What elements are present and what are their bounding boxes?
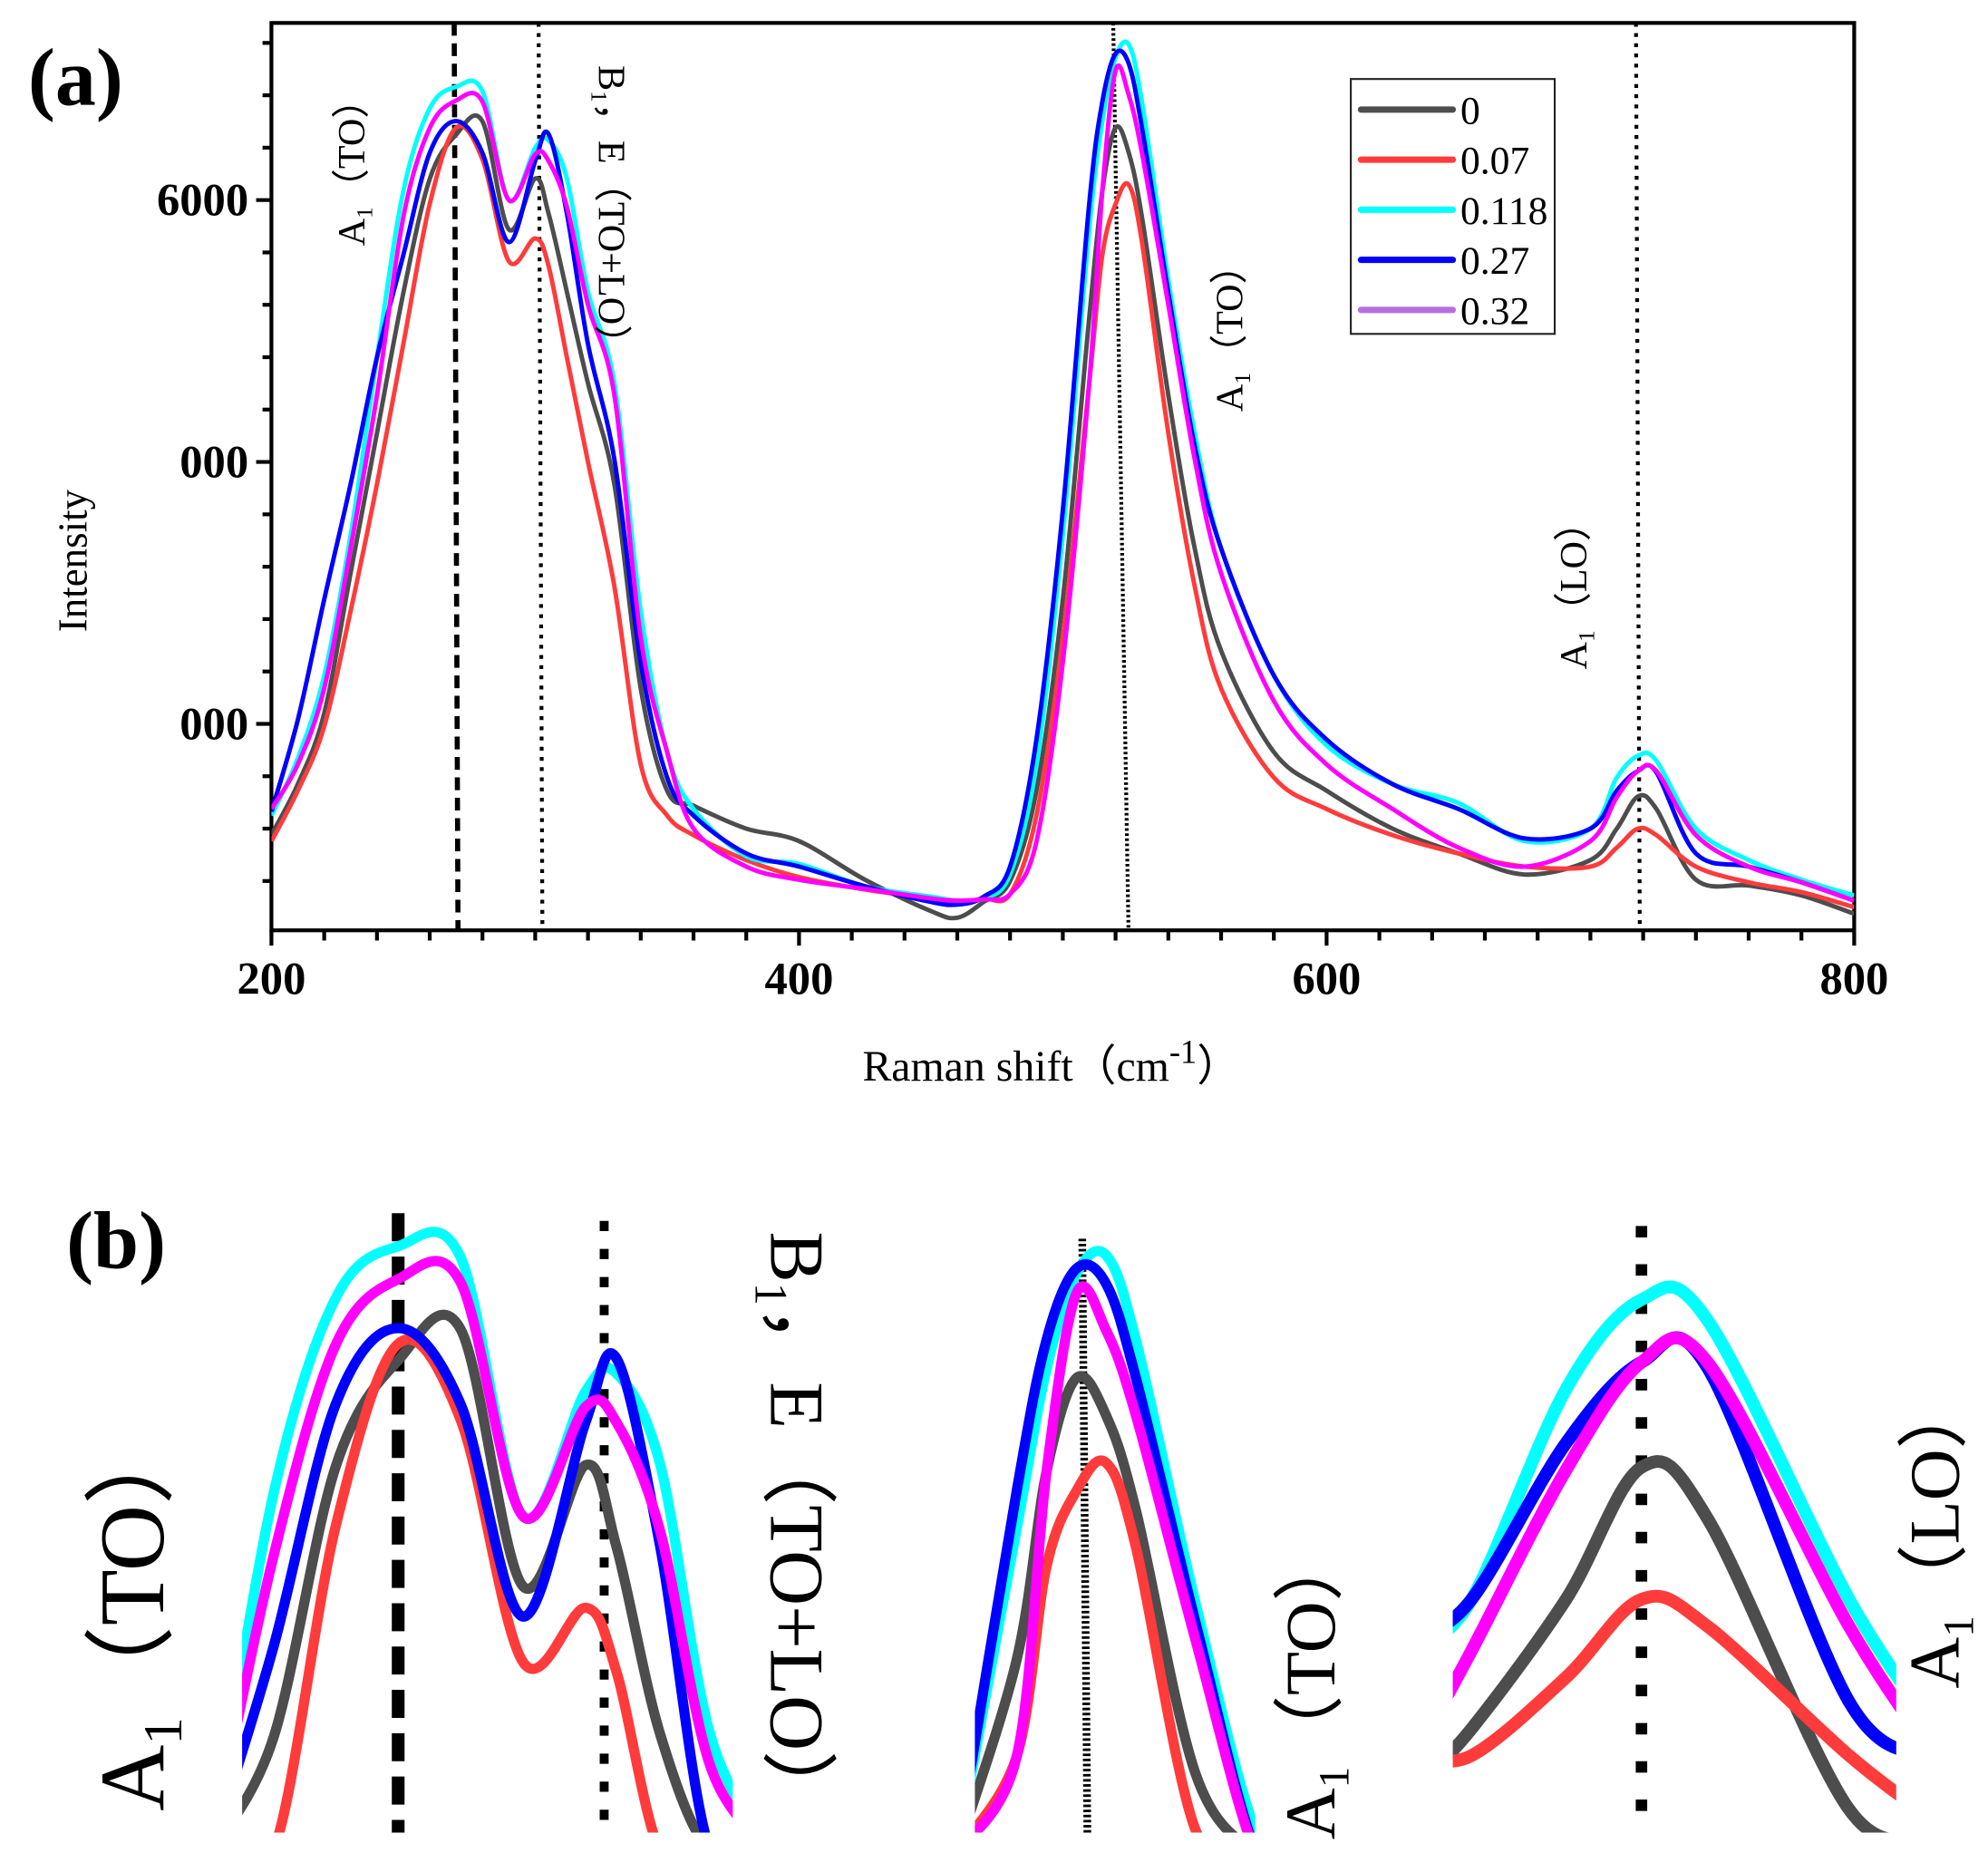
axis-ticks: 200 400 600 800 6000 000 000	[157, 41, 1888, 1004]
y-tick-label: 000	[179, 436, 248, 487]
x-axis-label-text: Raman shift	[862, 1043, 1072, 1091]
annotation-subscript: 1	[352, 207, 377, 218]
legend: 0 0.07 0.118 0.27 0.32	[1350, 78, 1556, 335]
inset-2-annotation-a1-to: A1（TO）	[1272, 1530, 1359, 1839]
legend-box	[1350, 78, 1556, 335]
x-tick-label: 400	[764, 954, 833, 1004]
inset-1-series-0.32	[242, 1256, 733, 1819]
annotation-subscript: 1	[1230, 373, 1256, 384]
annotation-subscript: 1	[1575, 630, 1600, 642]
legend-label: 0.27	[1460, 239, 1529, 283]
reference-lines	[451, 23, 1642, 931]
inset-2-series-0.27	[975, 1259, 1255, 1833]
inset-3-series	[1452, 1280, 1896, 1833]
annotation-subscript: 1	[586, 91, 611, 102]
inset-3-series-0.118	[1452, 1280, 1896, 1687]
x-axis-label: Raman shift（cm-1）	[862, 1033, 1240, 1091]
reference-line-302	[537, 23, 545, 931]
x-axis-unit-open: （cm	[1073, 1043, 1169, 1091]
inset-3-series-0	[1452, 1455, 1890, 1833]
annotation-main: A	[1209, 383, 1252, 412]
legend-label: 0.07	[1460, 140, 1529, 183]
reference-line-270	[451, 23, 461, 931]
x-tick-label: 800	[1819, 954, 1888, 1004]
annotation-rest: （TO）	[331, 81, 373, 208]
annotation-a1-to: A1（TO）	[331, 81, 377, 247]
series-line-0.32	[271, 63, 1855, 903]
panel-b-label: (b)	[66, 1197, 166, 1286]
annotation-subscript: 1	[746, 1283, 797, 1305]
legend-label: 0.32	[1460, 289, 1529, 333]
panel-b-insets: A1（TO）B1，E（TO+LO） A1（TO） A1（LO）	[82, 1213, 1983, 1839]
y-tick-label: 6000	[157, 175, 248, 226]
inset-1-series-0.27	[242, 1323, 711, 1833]
annotation-a1-to-2: A1（TO）	[1209, 246, 1256, 412]
legend-item-0.32: 0.32	[1357, 289, 1529, 333]
legend-item-0.118: 0.118	[1357, 189, 1547, 233]
legend-item-0: 0	[1357, 89, 1480, 132]
annotation-main: B	[753, 1231, 838, 1282]
inset-1-series-0	[242, 1309, 703, 1833]
y-axis-label: Intensity	[51, 489, 96, 632]
annotation-main: A	[1272, 1788, 1351, 1839]
x-axis-unit-sup: -1	[1169, 1033, 1197, 1070]
legend-item-0.27: 0.27	[1357, 239, 1529, 283]
legend-label: 0.118	[1460, 189, 1547, 233]
series-group	[271, 39, 1855, 921]
annotation-rest: （TO）	[82, 1413, 183, 1717]
annotation-main: A	[82, 1745, 183, 1811]
x-axis-unit-close: ）	[1197, 1043, 1240, 1091]
x-tick-label: 600	[1292, 954, 1361, 1004]
annotation-rest: ，E（TO+LO）	[590, 102, 633, 364]
annotation-rest: （TO）	[1209, 246, 1252, 373]
inset-2-series-0	[975, 1371, 1238, 1833]
inset-3-annotation-a1-lo: A1（LO）	[1896, 1378, 1983, 1689]
inset-2-series-0.32	[975, 1281, 1254, 1833]
panel-a-plot: 200 400 600 800 6000 000 000 Intensity Raman s…	[51, 21, 1888, 1091]
annotation-rest: （TO）	[1272, 1530, 1351, 1767]
annotation-main: A	[1896, 1637, 1975, 1689]
reference-line-522	[1110, 23, 1130, 931]
annotation-rest: ，E（TO+LO）	[753, 1305, 838, 1827]
annotation-main: B	[590, 65, 633, 91]
inset-1-annotation-a1-to: A1（TO）	[82, 1413, 194, 1811]
annotation-subscript: 1	[133, 1717, 194, 1744]
annotation-main: A	[1553, 641, 1595, 669]
legend-label: 0	[1460, 89, 1480, 132]
annotation-subscript: 1	[1935, 1615, 1983, 1637]
series-line-0.118	[271, 39, 1855, 904]
inset-1-series	[242, 1227, 733, 1833]
annotation-rest: （LO）	[1896, 1378, 1975, 1615]
x-tick-label: 200	[237, 954, 305, 1004]
inset-1-annotation-b1-e: B1，E（TO+LO）	[746, 1231, 839, 1827]
panel-a-label: (a)	[28, 33, 123, 122]
inset-3-series-0.32	[1452, 1331, 1896, 1712]
annotation-main: A	[331, 218, 373, 246]
annotation-b1-e-to-lo: B1，E（TO+LO）	[586, 65, 632, 363]
y-tick-label: 000	[179, 698, 248, 749]
inset-2-series	[975, 1246, 1256, 1833]
series-line-0.27	[271, 48, 1855, 907]
inset-3-series-0.07	[1452, 1589, 1896, 1801]
legend-item-0.07: 0.07	[1357, 140, 1529, 183]
annotation-subscript: 1	[1312, 1767, 1359, 1789]
annotation-rest: （LO）	[1553, 503, 1595, 631]
reference-line-718	[1634, 23, 1642, 931]
annotation-a1-lo: A1（LO）	[1553, 503, 1599, 670]
inset-2-reference-line	[1078, 1238, 1091, 1833]
